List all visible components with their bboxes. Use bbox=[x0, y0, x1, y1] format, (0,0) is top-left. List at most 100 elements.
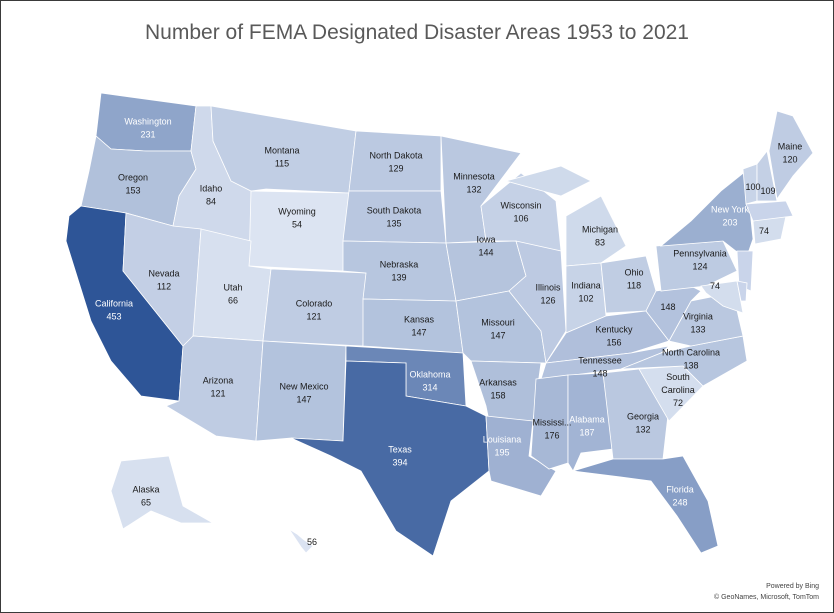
state-name-california: California bbox=[95, 299, 133, 309]
state-name-new-mexico: New Mexico bbox=[279, 382, 328, 392]
state-value-south-carolina: 72 bbox=[673, 398, 683, 408]
state-value-north-carolina: 138 bbox=[683, 361, 698, 371]
state-value-virginia: 133 bbox=[690, 325, 705, 335]
state-value-west-virginia: 148 bbox=[660, 302, 675, 312]
state-value-utah: 66 bbox=[228, 296, 238, 306]
state-value-arkansas: 158 bbox=[490, 391, 505, 401]
state-north-dakota[interactable] bbox=[348, 130, 442, 192]
state-name-louisiana: Louisiana bbox=[483, 435, 522, 445]
state-maryland[interactable] bbox=[700, 280, 744, 314]
state-name-utah: Utah bbox=[223, 283, 242, 293]
state-value-new-hampshire: 109 bbox=[760, 186, 775, 196]
state-new-jersey[interactable] bbox=[736, 250, 754, 292]
state-value-alabama: 187 bbox=[579, 428, 594, 438]
state-name-wisconsin: Wisconsin bbox=[500, 201, 541, 211]
state-name-kentucky: Kentucky bbox=[595, 325, 633, 335]
state-name-south-carolina: South bbox=[666, 372, 690, 382]
state-name-ohio: Ohio bbox=[624, 268, 643, 278]
chart-title: Number of FEMA Designated Disaster Areas… bbox=[145, 21, 689, 44]
state-name-texas: Texas bbox=[388, 445, 412, 455]
state-michigan[interactable] bbox=[504, 165, 592, 197]
state-name-mississippi: Mississi... bbox=[533, 418, 572, 428]
state-value-louisiana: 195 bbox=[494, 448, 509, 458]
state-texas[interactable] bbox=[290, 360, 490, 557]
state-value-ohio: 118 bbox=[627, 281, 641, 291]
state-mississippi[interactable] bbox=[530, 374, 569, 470]
state-value-oklahoma: 314 bbox=[422, 383, 437, 393]
state-name-nevada: Nevada bbox=[148, 269, 179, 279]
state-name-indiana: Indiana bbox=[571, 281, 601, 291]
state-west-virginia[interactable] bbox=[645, 285, 702, 342]
state-louisiana[interactable] bbox=[485, 415, 557, 497]
state-name-pennsylvania: Pennsylvania bbox=[673, 249, 727, 259]
state-name-minnesota: Minnesota bbox=[453, 172, 495, 182]
state-name-maine: Maine bbox=[778, 142, 803, 152]
state-name-idaho: Idaho bbox=[200, 184, 223, 194]
state-value-wyoming: 54 bbox=[292, 220, 302, 230]
state-value-iowa: 144 bbox=[478, 248, 493, 258]
state-name-iowa: Iowa bbox=[476, 235, 495, 245]
state-value-wisconsin: 106 bbox=[513, 214, 528, 224]
state-value-alaska: 65 bbox=[141, 498, 151, 508]
state-name-montana: Montana bbox=[264, 146, 299, 156]
state-value-montana: 115 bbox=[275, 159, 289, 169]
state-arkansas[interactable] bbox=[470, 360, 542, 422]
state-wyoming[interactable] bbox=[248, 190, 350, 272]
state-new-hampshire[interactable] bbox=[756, 150, 778, 202]
state-value-idaho: 84 bbox=[206, 197, 216, 207]
state-name-alabama: Alabama bbox=[569, 415, 605, 425]
state-name-washington: Washington bbox=[124, 117, 171, 127]
attribution-credits: © GeoNames, Microsoft, TomTom bbox=[714, 594, 819, 601]
state-name-colorado: Colorado bbox=[296, 299, 333, 309]
state-florida[interactable] bbox=[572, 455, 719, 554]
state-value-kentucky: 156 bbox=[606, 338, 621, 348]
state-value-maine: 120 bbox=[782, 155, 797, 165]
state-value-missouri: 147 bbox=[490, 331, 505, 341]
state-name-nebraska: Nebraska bbox=[380, 260, 419, 270]
state-name-north-carolina: North Carolina bbox=[662, 348, 720, 358]
state-value-vermont: 100 bbox=[745, 182, 760, 192]
state-name-illinois: Illinois bbox=[535, 283, 561, 293]
state-value-georgia: 132 bbox=[635, 425, 650, 435]
state-name-oklahoma: Oklahoma bbox=[409, 370, 450, 380]
state-value-oregon: 153 bbox=[125, 186, 140, 196]
state-value-illinois: 126 bbox=[540, 296, 555, 306]
state-value-texas: 394 bbox=[392, 458, 407, 468]
state-name-oregon: Oregon bbox=[118, 173, 148, 183]
state-value-maryland: 74 bbox=[710, 281, 720, 291]
state-name-tennessee: Tennessee bbox=[578, 356, 622, 366]
state-value-indiana: 102 bbox=[578, 294, 593, 304]
state-value-north-dakota: 129 bbox=[388, 164, 403, 174]
state-value-mississippi: 176 bbox=[544, 431, 559, 441]
state-name-michigan: Michigan bbox=[582, 225, 618, 235]
state-name-florida: Florida bbox=[666, 485, 694, 495]
state-name-virginia: Virginia bbox=[683, 312, 713, 322]
attribution-bing: Powered by Bing bbox=[766, 583, 819, 590]
state-value-south-dakota: 135 bbox=[386, 219, 401, 229]
state-name-arkansas: Arkansas bbox=[479, 378, 517, 388]
state-value-california: 453 bbox=[106, 312, 121, 322]
state-name-georgia: Georgia bbox=[627, 412, 659, 422]
state-kansas[interactable] bbox=[362, 298, 464, 354]
state-name-wyoming: Wyoming bbox=[278, 207, 315, 217]
state-delaware[interactable] bbox=[736, 280, 748, 302]
state-name-arizona: Arizona bbox=[203, 376, 234, 386]
state-massachusetts[interactable] bbox=[745, 200, 794, 222]
state-value-new-york: 203 bbox=[722, 218, 737, 228]
state-value-tennessee: 148 bbox=[592, 369, 607, 379]
state-illinois[interactable] bbox=[508, 240, 567, 365]
state-value-new-mexico: 147 bbox=[296, 395, 311, 405]
state-north-carolina[interactable] bbox=[620, 335, 748, 387]
state-hawaii[interactable] bbox=[288, 528, 314, 554]
state-name-missouri: Missouri bbox=[481, 318, 515, 328]
state-value-colorado: 121 bbox=[306, 312, 321, 322]
state-name-kansas: Kansas bbox=[404, 315, 435, 325]
state-alaska[interactable] bbox=[110, 455, 215, 530]
state-value-arizona: 121 bbox=[210, 389, 225, 399]
state-name-alaska: Alaska bbox=[132, 485, 159, 495]
state-name-south-carolina: Carolina bbox=[661, 385, 695, 395]
state-michigan[interactable] bbox=[565, 195, 627, 267]
state-south-dakota[interactable] bbox=[342, 190, 447, 244]
